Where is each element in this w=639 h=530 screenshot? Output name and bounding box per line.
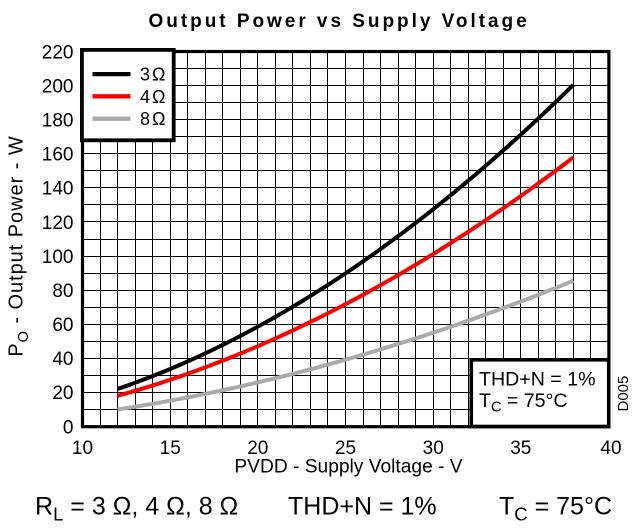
svg-text:30: 30 [423, 438, 444, 459]
svg-text:140: 140 [42, 179, 74, 200]
svg-text:3Ω: 3Ω [140, 65, 167, 85]
svg-text:100: 100 [42, 247, 74, 268]
svg-text:60: 60 [52, 315, 73, 336]
svg-text:20: 20 [52, 383, 73, 404]
svg-text:15: 15 [160, 438, 181, 459]
svg-text:8Ω: 8Ω [140, 109, 167, 129]
svg-text:RL = 3 Ω, 4 Ω, 8 Ω: RL = 3 Ω, 4 Ω, 8 Ω [35, 493, 238, 525]
svg-text:80: 80 [52, 281, 73, 302]
svg-text:40: 40 [52, 349, 73, 370]
svg-text:35: 35 [510, 438, 531, 459]
svg-text:THD+N = 1%: THD+N = 1% [479, 368, 596, 390]
svg-text:20: 20 [247, 438, 268, 459]
svg-text:Output Power vs Supply Voltage: Output Power vs Supply Voltage [149, 11, 530, 32]
svg-text:120: 120 [42, 213, 74, 234]
svg-text:220: 220 [42, 42, 74, 63]
svg-text:10: 10 [72, 438, 93, 459]
svg-text:0: 0 [63, 417, 74, 438]
svg-text:4Ω: 4Ω [140, 87, 167, 107]
svg-text:200: 200 [42, 76, 74, 97]
svg-text:40: 40 [600, 438, 621, 459]
svg-text:THD+N = 1%: THD+N = 1% [288, 493, 437, 521]
svg-text:160: 160 [42, 145, 74, 166]
svg-text:PVDD - Supply Voltage - V: PVDD - Supply Voltage - V [234, 456, 462, 477]
svg-text:180: 180 [42, 111, 74, 132]
svg-text:25: 25 [335, 438, 356, 459]
svg-text:D005: D005 [615, 376, 632, 412]
